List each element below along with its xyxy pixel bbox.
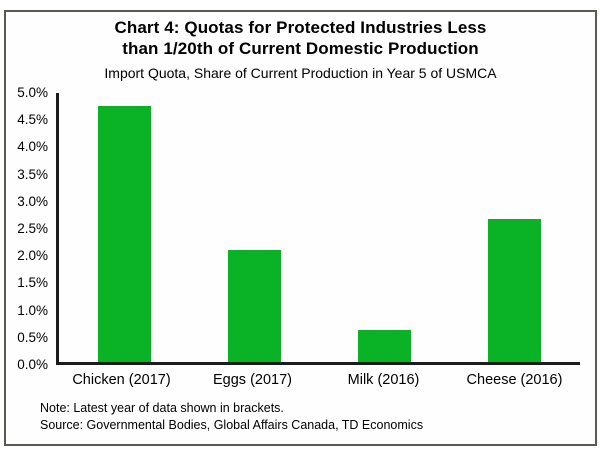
- y-tick-label-3-0: 3.0%: [17, 193, 48, 209]
- bar-slot-eggs-2017: [189, 93, 319, 362]
- bar-chicken-2017: [97, 106, 151, 362]
- bar-cheese-2016: [488, 219, 542, 362]
- x-category-label-chicken-2017: Chicken (2017): [72, 372, 171, 388]
- x-category-label-eggs-2017: Eggs (2017): [213, 372, 292, 388]
- note-text: Note: Latest year of data shown in brack…: [40, 401, 284, 415]
- bar-slot-chicken-2017: [59, 93, 189, 362]
- y-tick-label-3-5: 3.5%: [17, 166, 48, 182]
- chart-title-line1: Chart 4: Quotas for Protected Industries…: [114, 18, 487, 37]
- plot-area: [56, 93, 580, 365]
- source-text: Source: Governmental Bodies, Global Affa…: [40, 418, 424, 432]
- y-tick-label-0-0: 0.0%: [17, 356, 48, 372]
- x-axis-labels: Chicken (2017) Eggs (2017) Milk (2016) Chee…: [56, 371, 580, 389]
- y-tick-label-4-0: 4.0%: [17, 139, 48, 155]
- y-axis-labels: 5.0% 4.5% 4.0% 3.5% 3.0% 2.5% 2.0% 1.5% 1.0% 0.5%…: [8, 84, 52, 374]
- chart-notes: Note: Latest year of data shown in brack…: [40, 400, 423, 434]
- chart-subtitle: Import Quota, Share of Current Productio…: [104, 65, 497, 81]
- chart-frame: Chart 4: Quotas for Protected Industries…: [4, 10, 597, 446]
- y-tick-label-0-5: 0.5%: [17, 329, 48, 345]
- y-tick-label-2-0: 2.0%: [17, 248, 48, 264]
- x-category-label-milk-2016: Milk (2016): [347, 372, 420, 388]
- y-tick-label-4-5: 4.5%: [17, 112, 48, 128]
- y-tick-label-2-5: 2.5%: [17, 220, 48, 236]
- chart-title-line2: than 1/20th of Current Domestic Producti…: [122, 39, 479, 58]
- bar-milk-2016: [358, 329, 412, 362]
- y-tick-label-1-5: 1.5%: [17, 275, 48, 291]
- x-category-label-cheese-2016: Cheese (2016): [466, 372, 563, 388]
- bar-eggs-2017: [227, 250, 281, 362]
- y-tick-label-5-0: 5.0%: [17, 85, 48, 100]
- bar-slot-cheese-2016: [450, 93, 580, 362]
- chart-title: Chart 4: Quotas for Protected Industries…: [6, 17, 595, 59]
- bar-slot-milk-2016: [320, 93, 450, 362]
- y-tick-label-1-0: 1.0%: [17, 302, 48, 318]
